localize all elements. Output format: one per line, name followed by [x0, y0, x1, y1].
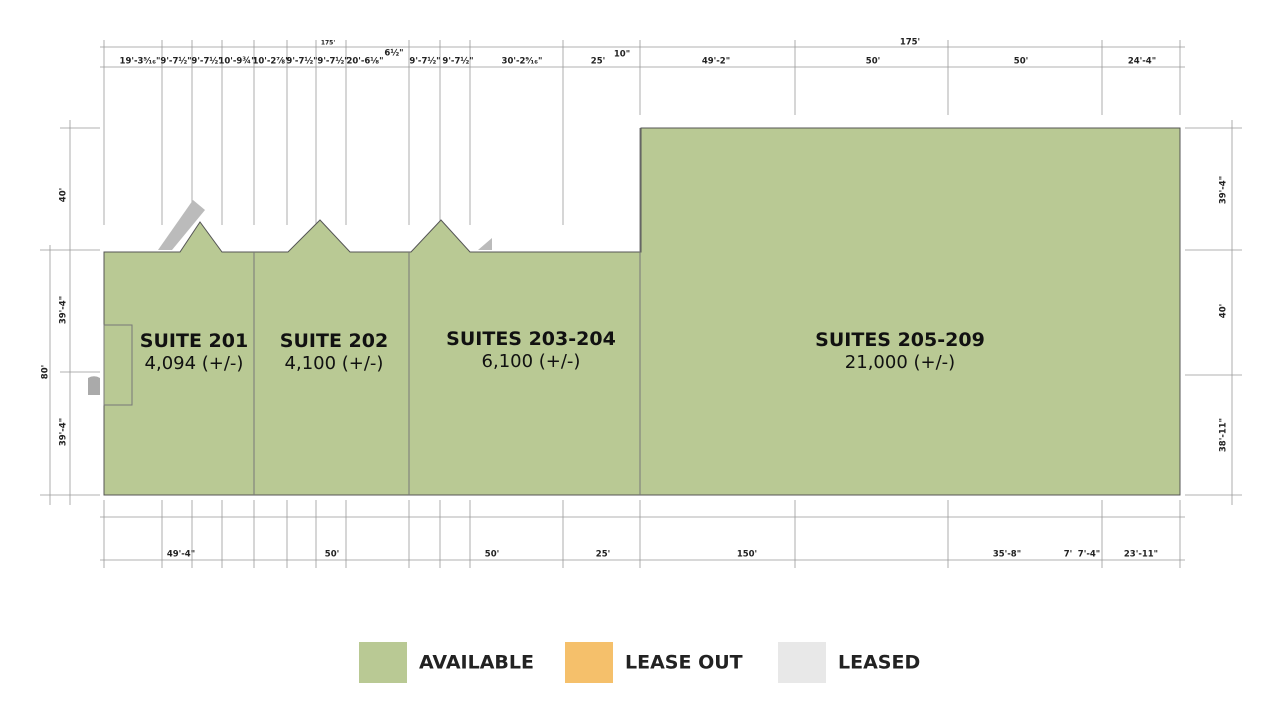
office: [103, 324, 133, 406]
dimension: 30'-2⁹⁄₁₆": [502, 57, 543, 67]
dimension: 9'-7½": [317, 56, 348, 67]
dimension: 175': [321, 40, 336, 47]
suite-area: 6,100 (+/-): [482, 351, 581, 372]
side-dims: 40' 39'-4" 80' 39'-4" 39'-4" 40' 38'-11": [41, 176, 1229, 452]
dimension: 24'-4": [1128, 57, 1156, 67]
dimension: 19'-3⁵⁄₁₆": [120, 57, 161, 67]
dimension: 175': [900, 38, 920, 48]
dimension: 40': [59, 188, 69, 202]
legend-label: AVAILABLE: [419, 652, 534, 674]
dimension: 9'-7½": [442, 56, 473, 67]
suite-area: 4,100 (+/-): [285, 353, 384, 374]
stair: [88, 376, 100, 395]
dimension: 25': [596, 550, 610, 560]
dimension-ticks: [103, 40, 1181, 568]
dimension: 10": [614, 50, 630, 60]
legend: AVAILABLE LEASE OUT LEASED: [359, 642, 920, 683]
legend-swatch: [359, 642, 407, 683]
dimension: 80': [41, 365, 51, 379]
building-outline: [103, 127, 1181, 496]
dimension: 49'-2": [702, 57, 730, 67]
suite-area: 21,000 (+/-): [845, 352, 955, 373]
dimension: 9'-7½": [191, 56, 222, 67]
dimension: 23'-11": [1124, 550, 1158, 560]
dimension: 38'-11": [1219, 418, 1229, 452]
dimension: 7': [1064, 550, 1073, 560]
suite-name: SUITES 203-204: [446, 328, 616, 350]
dimension: 9'-7½": [409, 56, 440, 67]
dimension: 10'-9¾": [218, 57, 255, 67]
dimension: 50': [1014, 57, 1028, 67]
legend-label: LEASE OUT: [625, 652, 743, 674]
dimension: 20'-6⅛": [346, 57, 383, 67]
dimension: 9'-7½": [286, 56, 317, 67]
dimension: 39'-4": [59, 296, 69, 324]
dimension: 40': [1219, 304, 1229, 318]
suite-area: 4,094 (+/-): [145, 353, 244, 374]
building: [88, 127, 1181, 496]
dimension: 49'-4": [167, 550, 195, 560]
bottom-segments: 49'-4" 50' 50' 25' 150' 35'-8" 7' 7'-4" 23'-11": [167, 550, 1158, 560]
dimension: 25': [591, 57, 605, 67]
dimension: 10'-2⅞": [252, 57, 289, 67]
legend-label: LEASED: [838, 652, 920, 674]
dimension: 6½": [384, 48, 403, 59]
dimension: 39'-4": [59, 418, 69, 446]
dimension: 150': [737, 550, 757, 560]
dimension: 50': [325, 550, 339, 560]
dimension: 39'-4": [1219, 176, 1229, 204]
top-dims: 175' 175' 6½" 10": [321, 38, 920, 60]
top-segments: 19'-3⁵⁄₁₆" 9'-7½" 9'-7½"10'-9¾"10'-2⅞"9'-7…: [120, 56, 1157, 67]
legend-swatch: [778, 642, 826, 683]
dimension: 9'-7½": [160, 56, 191, 67]
dimension: 7'-4": [1078, 550, 1100, 560]
dimension: 50': [866, 57, 880, 67]
suite-name: SUITE 201: [140, 330, 248, 352]
dimension: 50': [485, 550, 499, 560]
dimension: 35'-8": [993, 550, 1021, 560]
ramp: [478, 238, 492, 250]
ramp: [158, 200, 205, 250]
legend-swatch: [565, 642, 613, 683]
suite-name: SUITES 205-209: [815, 329, 985, 351]
dimension-lines: [40, 46, 1242, 561]
suite-name: SUITE 202: [280, 330, 388, 352]
